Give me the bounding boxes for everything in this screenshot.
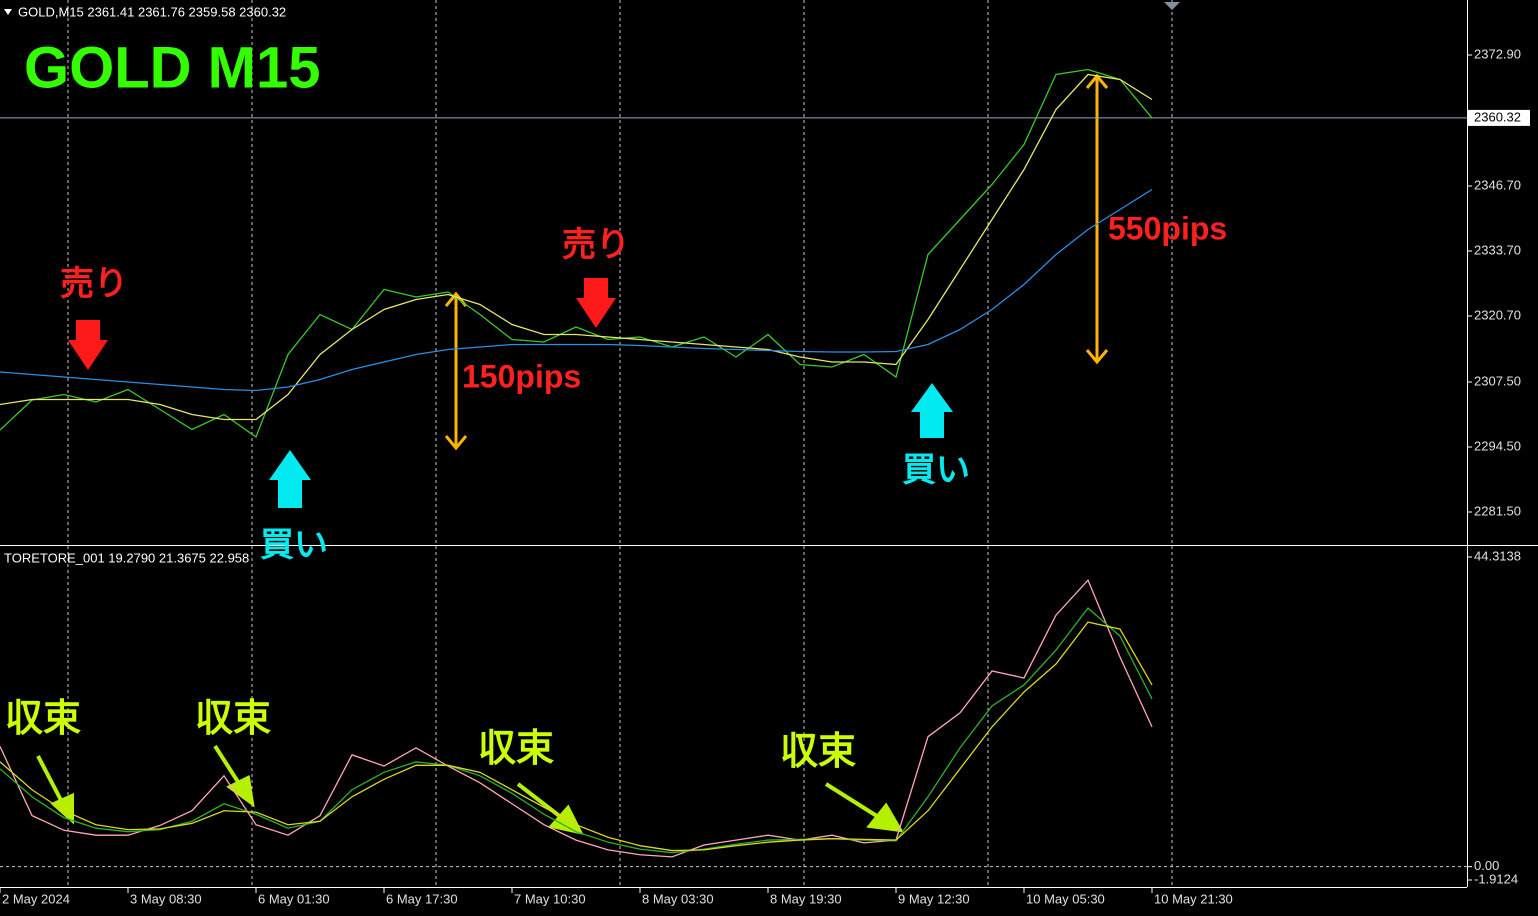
annotation: 収束 — [478, 728, 554, 770]
arrows — [36, 73, 1109, 835]
x-tick-label: 10 May 21:30 — [1154, 891, 1233, 906]
current-price-box — [1468, 109, 1530, 126]
y-tick-label: 2294.50 — [1474, 438, 1521, 453]
annotation: 収束 — [780, 731, 856, 773]
x-tick-label: 3 May 08:30 — [130, 891, 202, 906]
series-line — [0, 621, 1153, 852]
series-line — [0, 607, 1153, 854]
x-tick-label: 6 May 01:30 — [258, 891, 330, 906]
x-tick-label: 9 May 12:30 — [898, 891, 970, 906]
annotation: 買い — [902, 451, 970, 489]
y-tick-label: 2333.70 — [1474, 242, 1521, 257]
y-tick-label: 0.00 — [1474, 858, 1499, 873]
y-tick-label: 44.3138 — [1474, 548, 1521, 563]
x-tick-label: 8 May 19:30 — [770, 891, 842, 906]
y-tick-label: 2346.70 — [1474, 177, 1521, 192]
x-tick-label: 6 May 17:30 — [386, 891, 458, 906]
annotation: 収束 — [195, 698, 271, 740]
series-line — [0, 578, 1153, 858]
x-tick-label: 8 May 03:30 — [642, 891, 714, 906]
y-tick-label: 2372.90 — [1474, 46, 1521, 61]
vertical-grid — [67, 0, 1173, 887]
series-line — [0, 68, 1153, 439]
y-tick-label: -1.9124 — [1474, 871, 1518, 886]
indicator-header: TORETORE_001 19.2790 21.3675 22.958 — [4, 550, 249, 565]
annotation: 売り — [562, 226, 630, 264]
x-tick-label: 10 May 05:30 — [1026, 891, 1105, 906]
x-tick-label: 7 May 10:30 — [514, 891, 586, 906]
annotation: 買い — [260, 526, 328, 564]
annotation: 収束 — [5, 698, 81, 740]
header-icon — [4, 9, 12, 15]
x-tick-label: 2 May 2024 — [2, 891, 70, 906]
main-header: GOLD,M15 2361.41 2361.76 2359.58 2360.32 — [18, 4, 286, 19]
shift-marker — [1164, 2, 1180, 10]
annotation: 550pips — [1108, 210, 1227, 246]
annotation: GOLD M15 — [24, 35, 321, 100]
y-tick-label: 2307.50 — [1474, 373, 1521, 388]
y-tick-label: 2320.70 — [1474, 307, 1521, 322]
frame — [0, 0, 1538, 888]
y-tick-label: 2281.50 — [1474, 503, 1521, 518]
series-line — [0, 188, 1153, 392]
current-price-label: 2360.32 — [1474, 109, 1521, 124]
series-line — [0, 73, 1153, 421]
annotation: 売り — [60, 265, 128, 303]
annotation: 150pips — [462, 358, 581, 394]
